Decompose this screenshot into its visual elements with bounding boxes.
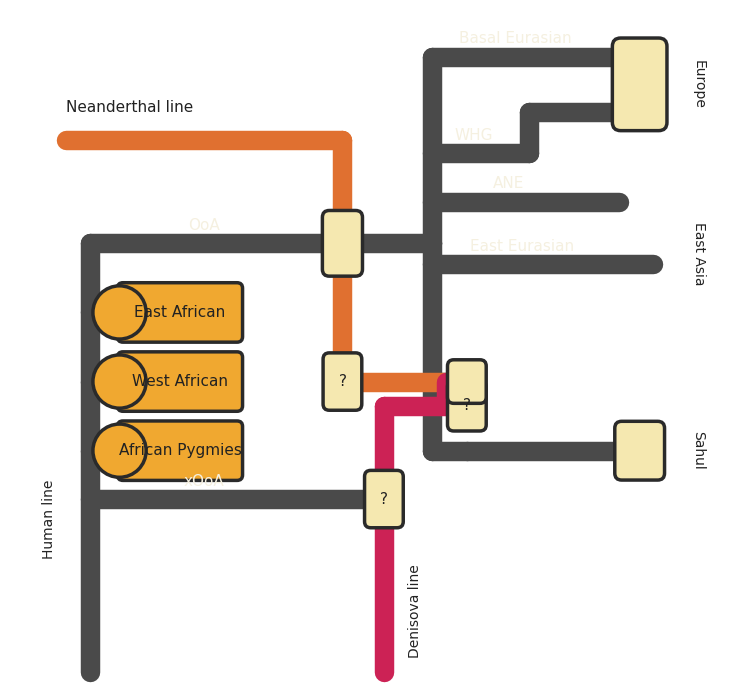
Text: ANE: ANE bbox=[492, 176, 524, 192]
Circle shape bbox=[93, 424, 146, 477]
FancyBboxPatch shape bbox=[612, 38, 667, 130]
Text: West African: West African bbox=[132, 374, 228, 389]
Text: Sahul: Sahul bbox=[691, 431, 706, 470]
FancyBboxPatch shape bbox=[323, 353, 362, 410]
Text: East Asia: East Asia bbox=[691, 222, 706, 285]
Text: East Eurasian: East Eurasian bbox=[470, 239, 575, 254]
Text: Europe: Europe bbox=[691, 60, 706, 109]
FancyBboxPatch shape bbox=[118, 282, 243, 342]
Text: Denisova line: Denisova line bbox=[408, 564, 422, 658]
FancyBboxPatch shape bbox=[448, 380, 486, 431]
FancyBboxPatch shape bbox=[364, 471, 403, 527]
FancyBboxPatch shape bbox=[118, 352, 243, 412]
FancyBboxPatch shape bbox=[615, 421, 664, 480]
Text: East African: East African bbox=[134, 305, 225, 320]
Text: xOoA: xOoA bbox=[184, 474, 225, 489]
Text: ?: ? bbox=[339, 374, 346, 389]
Text: WHG: WHG bbox=[455, 128, 493, 143]
FancyBboxPatch shape bbox=[323, 210, 363, 276]
Circle shape bbox=[93, 355, 146, 408]
Text: ?: ? bbox=[463, 398, 470, 413]
Text: ?: ? bbox=[380, 491, 388, 507]
Text: OoA: OoA bbox=[188, 218, 220, 233]
FancyBboxPatch shape bbox=[448, 359, 486, 403]
Circle shape bbox=[93, 286, 146, 339]
Text: Neanderthal line: Neanderthal line bbox=[66, 101, 193, 115]
Text: Human line: Human line bbox=[41, 480, 56, 559]
Text: African Pygmies: African Pygmies bbox=[118, 443, 241, 458]
Text: Basal Eurasian: Basal Eurasian bbox=[459, 31, 572, 46]
FancyBboxPatch shape bbox=[118, 421, 243, 480]
